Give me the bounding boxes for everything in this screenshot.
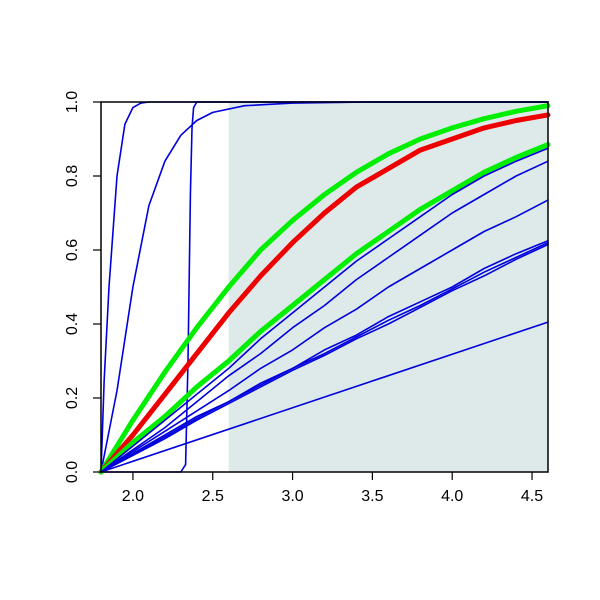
y-tick-label: 1.0: [64, 91, 81, 113]
x-tick-label: 4.5: [521, 488, 543, 505]
series-line-4: [98, 103, 551, 475]
x-tick-label: 4.0: [441, 488, 463, 505]
y-tick-label: 0.8: [64, 165, 81, 187]
y-tick-label: 0.6: [64, 239, 81, 261]
y-tick-label: 0.4: [64, 313, 81, 335]
series-line-11: [100, 241, 549, 473]
series-line-8: [100, 160, 549, 473]
y-tick-label: 0.0: [64, 461, 81, 483]
series-line-12: [100, 243, 549, 473]
plot-frame: [100, 101, 549, 473]
series-line-6: [98, 142, 551, 475]
y-tick-label: 0.2: [64, 387, 81, 409]
series-line-9: [100, 199, 549, 473]
x-tick-label: 2.5: [202, 488, 224, 505]
series-layer: [98, 101, 551, 475]
series-line-2: [100, 101, 549, 473]
series-line-5: [98, 112, 551, 475]
series-line-7: [100, 147, 549, 473]
x-tick-label: 2.0: [122, 488, 144, 505]
series-line-10: [100, 240, 549, 473]
series-line-13: [100, 321, 549, 473]
axes-layer: 2.0 2.5 3.0 3.5 4.0 4.5 0.0 0.2 0.4 0.6 0.8 1.0: [64, 91, 549, 505]
x-tick-label: 3.0: [281, 488, 303, 505]
x-tick-label: 3.5: [361, 488, 383, 505]
